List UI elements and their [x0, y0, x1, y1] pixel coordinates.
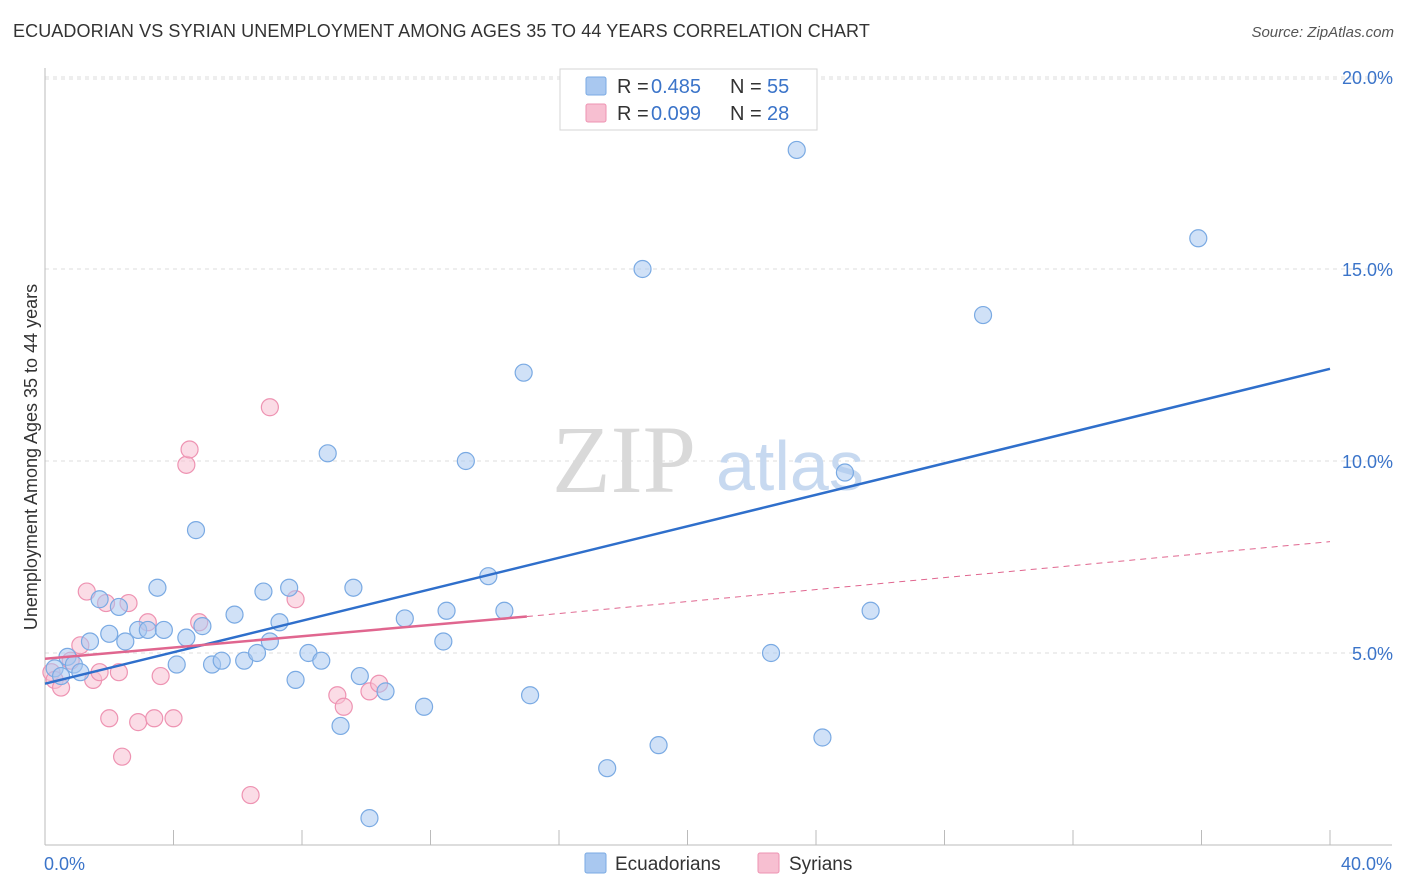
- ecuadorians-point-20: [212, 651, 231, 670]
- ecuadorians-point-18: [193, 617, 212, 636]
- y-tick-label-3: 15.0%: [1342, 260, 1393, 280]
- ecuadorians-point-17: [186, 521, 206, 540]
- legend-r-label-2: R =: [617, 103, 649, 125]
- syrians-point-19: [177, 455, 196, 474]
- bottom-legend-swatch-syrians: [757, 852, 780, 874]
- y-tick-label-2: 10.0%: [1342, 452, 1393, 472]
- legend-swatch-syrians: [585, 103, 607, 123]
- gridlines: [45, 76, 1392, 654]
- ecuadorians-point-45: [520, 686, 540, 705]
- ecuadorians-point-34: [350, 666, 369, 686]
- ecuadorians-point-47: [633, 259, 652, 279]
- trend-lines: [44, 367, 1331, 685]
- legend-box: R = 0.485 N = 55 R = 0.099 N = 28: [559, 68, 818, 131]
- ecuadorians-point-16: [177, 628, 196, 647]
- ecuadorians-point-6: [80, 632, 100, 651]
- legend-swatch-ecuadorians: [585, 76, 607, 96]
- trend-line-syrians-dashed: [526, 541, 1331, 618]
- ecuadorians-point-35: [360, 809, 379, 828]
- ecuadorians-point-25: [260, 632, 279, 651]
- ecuadorians-point-43: [495, 601, 514, 620]
- syrians-point-18: [164, 709, 183, 728]
- ecuadorians-point-15: [167, 655, 186, 674]
- ecuadorians-point-21: [225, 605, 244, 624]
- ecuadorians-point-28: [286, 670, 305, 689]
- ecuadorians-point-41: [456, 451, 475, 471]
- ecuadorians-point-12: [138, 620, 157, 640]
- ecuadorians-point-5: [71, 663, 90, 682]
- bottom-legend: Ecuadorians Syrians: [584, 852, 852, 875]
- y-tick-label-1: 5.0%: [1352, 644, 1393, 664]
- ecuadorians-point-40: [437, 601, 456, 620]
- legend-n-label-1: N =: [730, 76, 762, 98]
- ecuadorians-point-46: [598, 759, 617, 778]
- ecuadorians-point-37: [395, 609, 414, 628]
- ecuadorians-point-10: [116, 632, 135, 651]
- ecuadorians-points: [45, 140, 1208, 828]
- y-axis-label: Unemployment Among Ages 35 to 44 years: [21, 284, 41, 630]
- syrians-point-14: [129, 713, 148, 732]
- x-tick-label-max: 40.0%: [1341, 854, 1392, 874]
- syrians-point-11: [109, 663, 128, 682]
- ecuadorians-point-39: [434, 632, 453, 651]
- bottom-legend-syrians: Syrians: [789, 854, 852, 875]
- ecuadorians-point-51: [813, 728, 832, 747]
- ecuadorians-point-50: [787, 140, 806, 160]
- ecuadorians-point-48: [649, 736, 668, 755]
- ecuadorians-point-31: [318, 444, 337, 463]
- syrians-point-23: [260, 398, 279, 417]
- axes: [44, 68, 1392, 846]
- watermark-zip: ZIP: [552, 406, 696, 513]
- bottom-legend-ecuadorians: Ecuadorians: [615, 854, 721, 875]
- ecuadorians-point-33: [344, 578, 363, 597]
- ecuadorians-point-44: [514, 363, 533, 382]
- ecuadorians-point-38: [414, 697, 434, 716]
- legend-n-value-2: 28: [767, 103, 789, 125]
- source-label: Source: ZipAtlas.com: [1251, 24, 1394, 41]
- ecuadorians-point-52: [835, 463, 855, 482]
- chart-title: ECUADORIAN VS SYRIAN UNEMPLOYMENT AMONG …: [13, 21, 870, 41]
- legend-n-value-1: 55: [767, 76, 789, 98]
- ecuadorians-point-27: [280, 578, 299, 597]
- x-tick-label-min: 0.0%: [44, 854, 85, 874]
- syrians-point-22: [241, 785, 260, 805]
- x-ticks: [173, 830, 1331, 845]
- ecuadorians-point-49: [761, 643, 781, 663]
- ecuadorians-point-32: [331, 716, 350, 736]
- y-tick-labels: 5.0% 10.0% 15.0% 20.0%: [1342, 68, 1393, 664]
- ecuadorians-point-23: [247, 643, 267, 663]
- ecuadorians-point-54: [973, 305, 993, 325]
- syrians-point-17: [151, 666, 170, 686]
- syrians-point-12: [112, 747, 132, 766]
- syrians-point-16: [145, 709, 164, 728]
- ecuadorians-point-9: [109, 597, 128, 617]
- ecuadorians-point-7: [90, 590, 109, 609]
- ecuadorians-point-36: [376, 682, 395, 701]
- ecuadorians-point-30: [312, 651, 331, 670]
- trend-line-syrians-solid: [44, 615, 527, 661]
- ecuadorians-point-14: [154, 620, 173, 640]
- ecuadorians-point-53: [861, 601, 880, 620]
- ecuadorians-point-13: [148, 578, 167, 597]
- ecuadorians-point-55: [1189, 229, 1208, 248]
- syrians-point-10: [100, 709, 119, 728]
- ecuadorians-point-24: [254, 582, 273, 601]
- ecuadorians-point-8: [100, 624, 119, 643]
- bottom-legend-swatch-ecuadorians: [584, 852, 607, 874]
- legend-r-value-1: 0.485: [651, 76, 701, 98]
- trend-line-ecuadorians-solid: [44, 367, 1331, 685]
- legend-r-value-2: 0.099: [651, 103, 701, 125]
- y-tick-label-4: 20.0%: [1342, 68, 1393, 88]
- syrians-point-20: [180, 440, 199, 459]
- legend-n-label-2: N =: [730, 103, 762, 125]
- legend-r-label-1: R =: [617, 76, 649, 98]
- syrians-point-26: [334, 697, 353, 716]
